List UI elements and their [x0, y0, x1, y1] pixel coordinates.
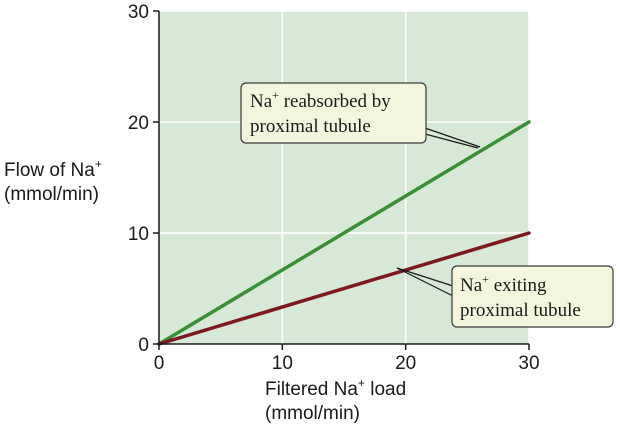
y-tick-label-0: 0	[138, 335, 149, 356]
callout-reabsorbed: Na+ reabsorbed by proximal tubule	[240, 82, 481, 149]
x-axis-label-sup: +	[358, 376, 365, 390]
x-tick-label-0: 0	[154, 353, 165, 374]
callout-exiting-line2: proximal tubule	[460, 300, 581, 321]
callout-exiting: Na+ exiting proximal tubule	[396, 265, 614, 328]
y-tick-label-30: 30	[128, 2, 149, 23]
callout-exiting-leader-2	[396, 267, 454, 297]
callout-reabsorbed-na: Na	[250, 91, 273, 112]
callout-reabsorbed-post: reabsorbed by	[279, 91, 391, 112]
x-tick-label-10: 10	[272, 353, 293, 374]
callout-reabsorbed-sup: +	[272, 88, 279, 102]
callout-reabsorbed-box	[240, 82, 427, 144]
y-axis-label-text: Flow of Na	[4, 160, 95, 181]
y-axis-label-line1: Flow of Na+	[4, 157, 102, 181]
ticks: 0 10 20 30 0 10 20 30	[128, 2, 540, 374]
series-line-1	[157, 231, 531, 346]
callout-reabsorbed-line2: proximal tubule	[250, 116, 371, 137]
callout-reabsorbed-line1: Na+ reabsorbed by	[250, 88, 391, 112]
x-axis-label-text: Filtered Na	[265, 379, 358, 400]
callout-exiting-sup: +	[482, 272, 489, 286]
callout-exiting-na: Na	[460, 275, 483, 296]
callout-exiting-line1: Na+ exiting	[460, 272, 547, 296]
y-axis-label-sup: +	[95, 157, 102, 171]
y-tick-label-20: 20	[128, 113, 149, 134]
callout-exiting-leader	[396, 267, 454, 287]
x-axis-label-line1: Filtered Na+ load	[265, 376, 406, 400]
x-tick-label-30: 30	[518, 353, 539, 374]
callout-exiting-box	[451, 265, 614, 328]
callout-exiting-post: exiting	[489, 275, 547, 296]
x-axis-label-post: load	[365, 379, 406, 400]
series-line-0	[157, 120, 531, 346]
y-axis-label-line2: (mmol/min)	[4, 184, 99, 205]
x-axis-label-line2: (mmol/min)	[265, 403, 360, 424]
callout-reabsorbed-leader-2	[424, 133, 479, 149]
y-tick-label-10: 10	[128, 224, 149, 245]
x-tick-label-20: 20	[395, 353, 416, 374]
callout-reabsorbed-leader	[424, 127, 481, 148]
series-layer	[157, 120, 531, 346]
